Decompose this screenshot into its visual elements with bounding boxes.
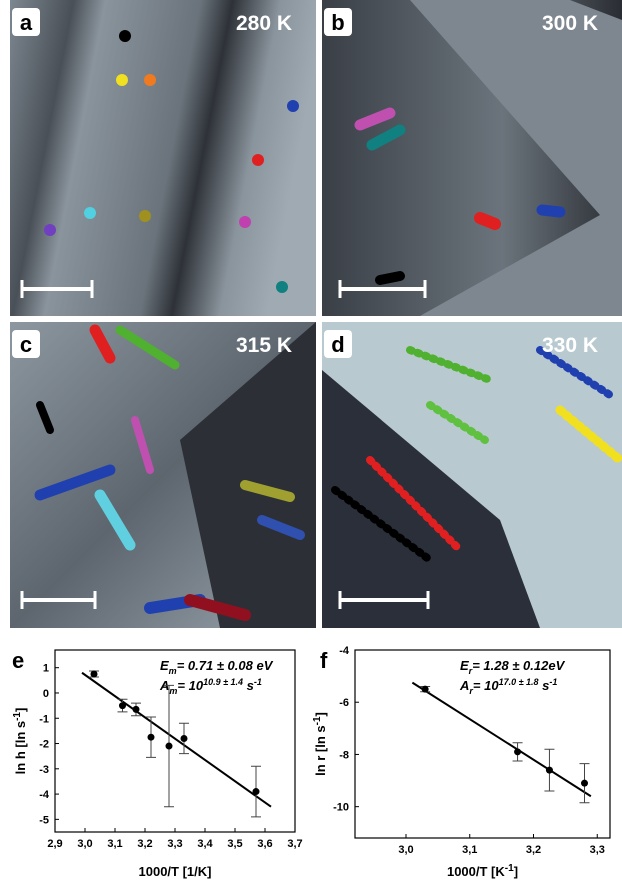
x-tick-label: 3,2: [526, 844, 541, 856]
annotation-part: s: [539, 678, 550, 693]
panel-label: b: [331, 10, 344, 35]
annotation-part: 10.9 ± 1.4: [203, 677, 243, 687]
temperature: 280 K: [236, 12, 292, 35]
y-tick-label: -10: [333, 802, 349, 814]
data-point: [148, 734, 155, 741]
label-part: ln r [ln s: [313, 725, 328, 776]
data-point: [253, 788, 260, 795]
data-point: [133, 706, 140, 713]
x-tick-label: 3,0: [77, 838, 92, 850]
stm-image: [10, 0, 316, 316]
y-axis-label: ln r [ln s-1]: [312, 712, 328, 776]
annotation-part: -1: [549, 677, 557, 687]
y-tick-label: -1: [39, 713, 49, 725]
annotation-part: = 10: [177, 678, 203, 693]
y-tick-label: -2: [39, 739, 49, 751]
x-tick-label: 3,4: [197, 838, 213, 850]
data-point: [581, 780, 588, 787]
annotation: Em= 0.71 ± 0.08 eV: [160, 658, 274, 676]
annotation-part: m: [169, 686, 177, 696]
data-point: [514, 748, 521, 755]
y-tick-label: 0: [43, 688, 49, 700]
annotation-part: = 0.71 ± 0.08 eV: [177, 658, 274, 673]
temperature: 315 K: [236, 334, 292, 357]
panel-label: e: [12, 648, 24, 673]
data-point: [422, 686, 429, 693]
x-tick-label: 3,1: [462, 844, 477, 856]
label-part: ]: [13, 708, 28, 712]
y-tick-label: -4: [339, 645, 350, 657]
y-tick-label: -4: [39, 789, 50, 801]
x-axis-label: 1000/T [K-1]: [447, 863, 518, 879]
annotation-part: m: [169, 666, 177, 676]
panel-label: d: [331, 332, 344, 357]
annotation-part: -1: [254, 677, 262, 687]
label-part: 1000/T [K: [447, 864, 505, 879]
figure: a 280 K b 300 K c 315 K d 330 K e 2,9 3,0 3,1 3,2 3,…: [0, 0, 622, 880]
x-tick-label: 3,0: [398, 844, 413, 856]
y-axis-label: ln h [ln s-1]: [12, 708, 28, 775]
label-part: ln h [ln s: [13, 721, 28, 774]
panel-label: f: [320, 648, 328, 673]
annotation-part: E: [460, 658, 469, 673]
page: {"panels": [ {"label": "a", "temperature…: [0, 0, 622, 885]
annotation: Am= 1010.9 ± 1.4 s-1: [159, 677, 262, 696]
annotation-part: = 1.28 ± 0.12eV: [472, 658, 565, 673]
x-tick-label: 3,3: [167, 838, 182, 850]
y-tick-label: -3: [39, 764, 49, 776]
data-point: [91, 671, 98, 678]
data-point: [181, 735, 188, 742]
data-point: [166, 743, 173, 750]
x-tick-label: 3,1: [107, 838, 122, 850]
x-tick-label: 3,2: [137, 838, 152, 850]
y-tick-label: -8: [339, 749, 349, 761]
fit-line: [412, 683, 591, 797]
x-tick-label: 2,9: [47, 838, 62, 850]
temperature: 330 K: [542, 334, 598, 357]
x-tick-label: 3,7: [287, 838, 302, 850]
annotation: Ar= 1017.0 ± 1.8 s-1: [459, 677, 557, 696]
annotation-part: = 10: [473, 678, 499, 693]
panel-label: a: [20, 10, 33, 35]
label-part: 1000/T [1/K]: [139, 864, 212, 879]
charts: e 2,9 3,0 3,1 3,2 3,3 3,4 3,5 3,6 3,7 1 0 -1 -2 -3 -4 -5…: [12, 645, 610, 879]
annotation-part: A: [459, 678, 469, 693]
x-axis-label: 1000/T [1/K]: [139, 864, 212, 879]
data-point: [546, 767, 553, 774]
temperature: 300 K: [542, 12, 598, 35]
x-tick-label: 3,3: [590, 844, 605, 856]
label-part: ]: [514, 864, 518, 879]
annotation-part: E: [160, 658, 169, 673]
annotation-part: s: [243, 678, 254, 693]
y-tick-label: -5: [39, 814, 49, 826]
y-tick-label: -6: [339, 697, 349, 709]
label-part: ]: [313, 712, 328, 716]
annotation-part: 17.0 ± 1.8: [499, 677, 539, 687]
x-tick-label: 3,5: [227, 838, 242, 850]
stm-images: [10, 0, 622, 628]
data-point: [119, 702, 126, 709]
y-tick-label: 1: [43, 663, 49, 675]
panel-label: c: [20, 332, 32, 357]
x-tick-label: 3,6: [257, 838, 272, 850]
annotation: Er= 1.28 ± 0.12eV: [460, 658, 566, 676]
